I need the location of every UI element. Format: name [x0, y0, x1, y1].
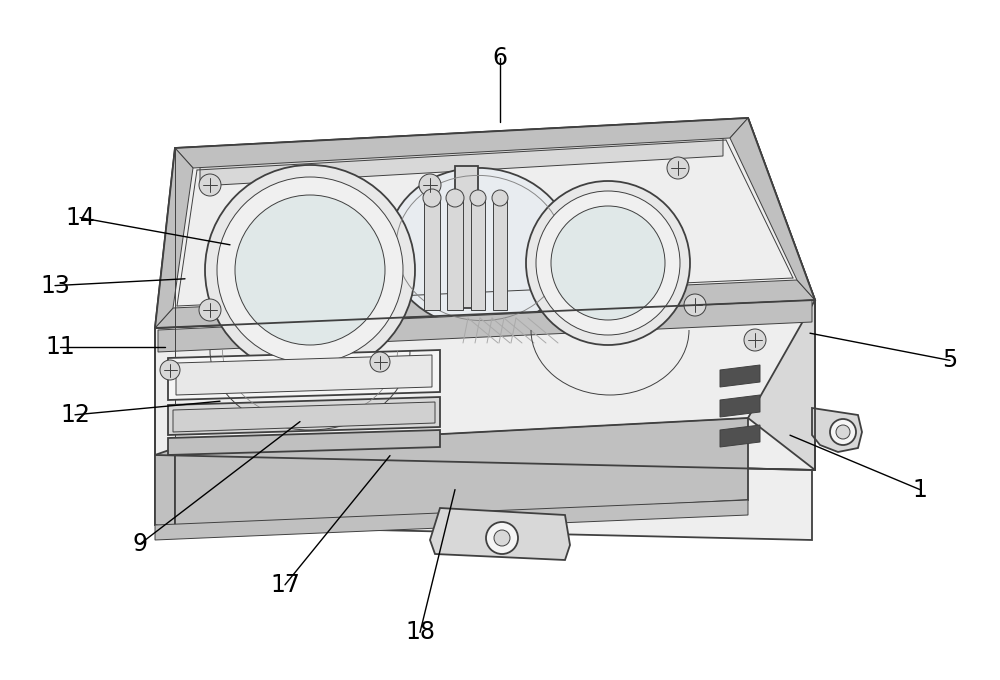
- Polygon shape: [155, 300, 815, 470]
- Text: 18: 18: [405, 620, 435, 645]
- Polygon shape: [720, 365, 760, 387]
- Text: 5: 5: [942, 348, 958, 373]
- Text: 13: 13: [40, 273, 70, 298]
- Circle shape: [667, 157, 689, 179]
- Circle shape: [199, 299, 221, 321]
- Circle shape: [830, 419, 856, 445]
- Circle shape: [526, 181, 690, 345]
- Circle shape: [235, 195, 385, 345]
- Polygon shape: [173, 402, 435, 432]
- Text: 12: 12: [60, 403, 90, 427]
- Polygon shape: [748, 118, 815, 470]
- Polygon shape: [812, 408, 862, 452]
- Polygon shape: [471, 198, 485, 310]
- Polygon shape: [155, 500, 748, 540]
- Circle shape: [419, 174, 441, 196]
- Circle shape: [684, 294, 706, 316]
- Circle shape: [486, 522, 518, 554]
- Polygon shape: [176, 355, 432, 395]
- Polygon shape: [158, 300, 812, 352]
- Circle shape: [494, 530, 510, 546]
- Polygon shape: [155, 280, 815, 328]
- Text: 14: 14: [65, 205, 95, 230]
- Circle shape: [446, 189, 464, 207]
- Polygon shape: [155, 455, 812, 540]
- Circle shape: [836, 425, 850, 439]
- Text: 1: 1: [913, 477, 927, 502]
- Text: 17: 17: [270, 573, 300, 597]
- Circle shape: [492, 190, 508, 206]
- Circle shape: [744, 329, 766, 351]
- Text: 11: 11: [45, 335, 75, 359]
- Text: 6: 6: [492, 46, 508, 70]
- Polygon shape: [748, 300, 815, 470]
- Polygon shape: [175, 118, 748, 168]
- Circle shape: [205, 165, 415, 375]
- Polygon shape: [175, 418, 748, 530]
- Polygon shape: [155, 148, 193, 328]
- Circle shape: [160, 360, 180, 380]
- Text: 9: 9: [132, 532, 148, 556]
- Polygon shape: [447, 198, 463, 310]
- Polygon shape: [424, 198, 440, 310]
- Polygon shape: [155, 448, 175, 530]
- Polygon shape: [168, 430, 440, 455]
- Polygon shape: [720, 425, 760, 447]
- Polygon shape: [455, 166, 478, 308]
- Polygon shape: [168, 350, 440, 400]
- Polygon shape: [493, 198, 507, 310]
- Circle shape: [423, 189, 441, 207]
- Polygon shape: [720, 395, 760, 417]
- Polygon shape: [430, 508, 570, 560]
- Circle shape: [470, 190, 486, 206]
- Polygon shape: [168, 397, 440, 435]
- Circle shape: [217, 177, 403, 363]
- Polygon shape: [730, 118, 815, 300]
- Ellipse shape: [388, 168, 572, 328]
- Polygon shape: [200, 136, 723, 186]
- Circle shape: [199, 174, 221, 196]
- Circle shape: [551, 206, 665, 320]
- Circle shape: [370, 352, 390, 372]
- Circle shape: [536, 191, 680, 335]
- Polygon shape: [155, 118, 815, 328]
